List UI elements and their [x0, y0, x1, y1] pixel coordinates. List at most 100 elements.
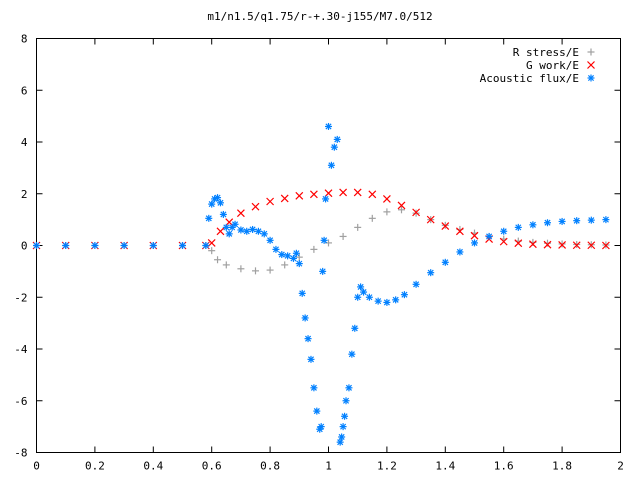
data-point [412, 208, 421, 217]
data-point [412, 280, 420, 288]
x-tick-label: 1 [325, 460, 332, 473]
y-tick-label: 0 [21, 240, 28, 253]
data-point [313, 407, 321, 415]
data-point [544, 219, 551, 227]
data-point [266, 236, 274, 244]
data-point [310, 384, 318, 392]
data-point [365, 293, 373, 301]
data-point [225, 230, 233, 238]
y-tick-label: 4 [21, 136, 28, 149]
data-point [558, 217, 566, 225]
legend-label: R stress/E [513, 46, 579, 59]
data-point [330, 143, 338, 151]
data-point [544, 239, 551, 247]
data-point [327, 161, 335, 169]
data-point [558, 240, 566, 248]
data-point [441, 258, 449, 266]
data-point [298, 289, 306, 297]
data-point [514, 239, 523, 248]
data-point [251, 202, 260, 211]
data-point [309, 190, 318, 199]
data-point [295, 191, 304, 200]
y-tick-label: -6 [14, 395, 27, 408]
data-point [383, 298, 391, 306]
data-point [91, 242, 99, 249]
data-point [354, 293, 362, 301]
data-point [342, 397, 350, 405]
data-point [295, 253, 303, 261]
data-point [368, 190, 377, 199]
data-point [499, 237, 508, 246]
x-tick-label: 1.6 [494, 460, 514, 473]
data-point [426, 215, 435, 224]
data-point [202, 242, 210, 249]
data-point [219, 210, 227, 218]
data-point [456, 248, 464, 256]
data-point [237, 265, 245, 273]
data-point [333, 135, 341, 143]
data-point [368, 214, 376, 222]
data-point [205, 214, 213, 222]
data-point [382, 195, 391, 203]
data-point [400, 291, 408, 299]
data-point [529, 221, 537, 229]
data-point [602, 216, 610, 224]
data-point [208, 200, 216, 208]
data-point [295, 260, 303, 268]
data-point [319, 267, 327, 275]
data-point [281, 261, 289, 269]
data-point [354, 223, 362, 231]
data-point [500, 227, 508, 235]
x-tick-label: 1.2 [377, 460, 397, 473]
data-point [284, 252, 292, 260]
data-point [120, 242, 128, 249]
data-point [222, 261, 230, 269]
y-tick-label: 6 [21, 84, 28, 97]
data-point [485, 232, 493, 240]
data-point [266, 197, 275, 206]
data-point [528, 240, 537, 249]
data-point [292, 249, 300, 257]
data-point [471, 239, 478, 247]
data-point [260, 230, 268, 238]
data-point [214, 256, 222, 264]
data-point [336, 438, 344, 446]
data-point [325, 122, 332, 130]
legend-label: Acoustic flux/E [480, 72, 579, 85]
data-point [339, 423, 347, 431]
data-point [280, 194, 289, 203]
data-point [243, 227, 251, 235]
data-point [353, 188, 362, 197]
data-point [216, 199, 224, 207]
data-point [216, 227, 225, 236]
data-point [397, 201, 406, 210]
data-point [33, 242, 40, 249]
data-point [338, 433, 346, 441]
data-point [307, 355, 315, 363]
data-point [266, 266, 274, 274]
data-point [573, 217, 581, 225]
data-point [558, 241, 567, 249]
data-point [427, 269, 435, 277]
legend-label: G work/E [526, 59, 579, 72]
legend-marker [587, 48, 595, 56]
y-tick-label: -8 [14, 447, 27, 460]
legend-marker [587, 61, 595, 69]
data-point [310, 245, 318, 253]
y-tick-label: 2 [21, 188, 28, 201]
data-point [572, 241, 581, 250]
data-point [339, 232, 347, 240]
x-tick-label: 1.4 [435, 460, 455, 473]
data-point [207, 238, 216, 247]
data-point [351, 324, 359, 332]
data-point [301, 314, 309, 322]
y-tick-label: -2 [14, 291, 27, 304]
data-point [514, 223, 522, 231]
data-point [383, 208, 391, 216]
x-tick-label: 0.8 [260, 460, 280, 473]
data-point [341, 412, 349, 420]
y-tick-label: -4 [14, 343, 28, 356]
data-point [543, 240, 552, 249]
